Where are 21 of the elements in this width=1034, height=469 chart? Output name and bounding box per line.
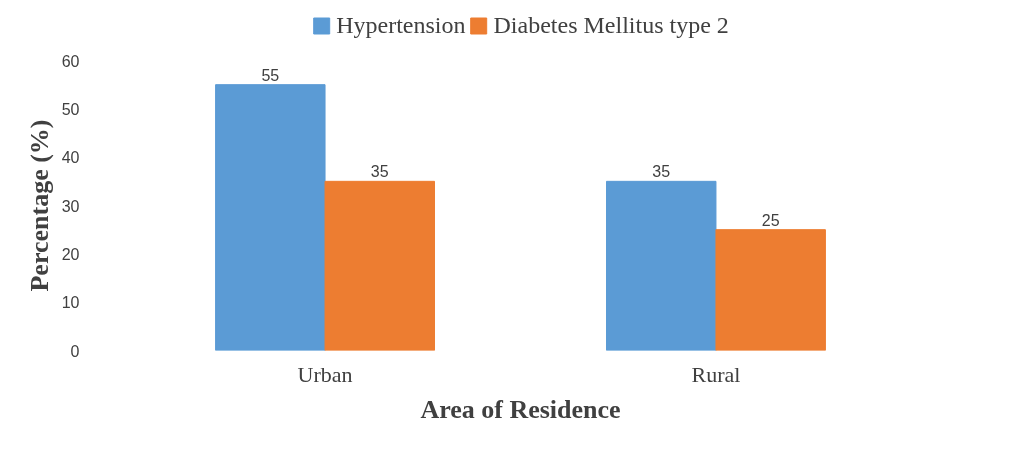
y-tick-label: 20: [61, 245, 80, 263]
y-tick-label: 60: [61, 52, 80, 70]
bar: [715, 229, 826, 351]
data-label: 35: [370, 163, 389, 181]
y-tick-label: 10: [61, 294, 80, 312]
x-tick-label: Urban: [297, 361, 353, 387]
y-tick-label: 0: [70, 342, 80, 360]
x-axis-title: Area of Residence: [420, 394, 621, 424]
data-label: 25: [761, 211, 780, 229]
data-label: 55: [261, 66, 280, 84]
bar: [606, 180, 717, 351]
y-tick-label: 30: [61, 197, 80, 215]
bar: [215, 84, 326, 351]
x-tick-label: Rural: [691, 361, 741, 387]
y-tick-label: 40: [61, 149, 80, 167]
y-axis-title: Percentage (%): [24, 119, 54, 292]
legend-label: Hypertension: [336, 11, 466, 39]
y-tick-label: 50: [61, 100, 80, 118]
legend-label: Diabetes Mellitus type 2: [493, 11, 729, 39]
data-label: 35: [652, 163, 671, 181]
bar: [324, 180, 435, 351]
